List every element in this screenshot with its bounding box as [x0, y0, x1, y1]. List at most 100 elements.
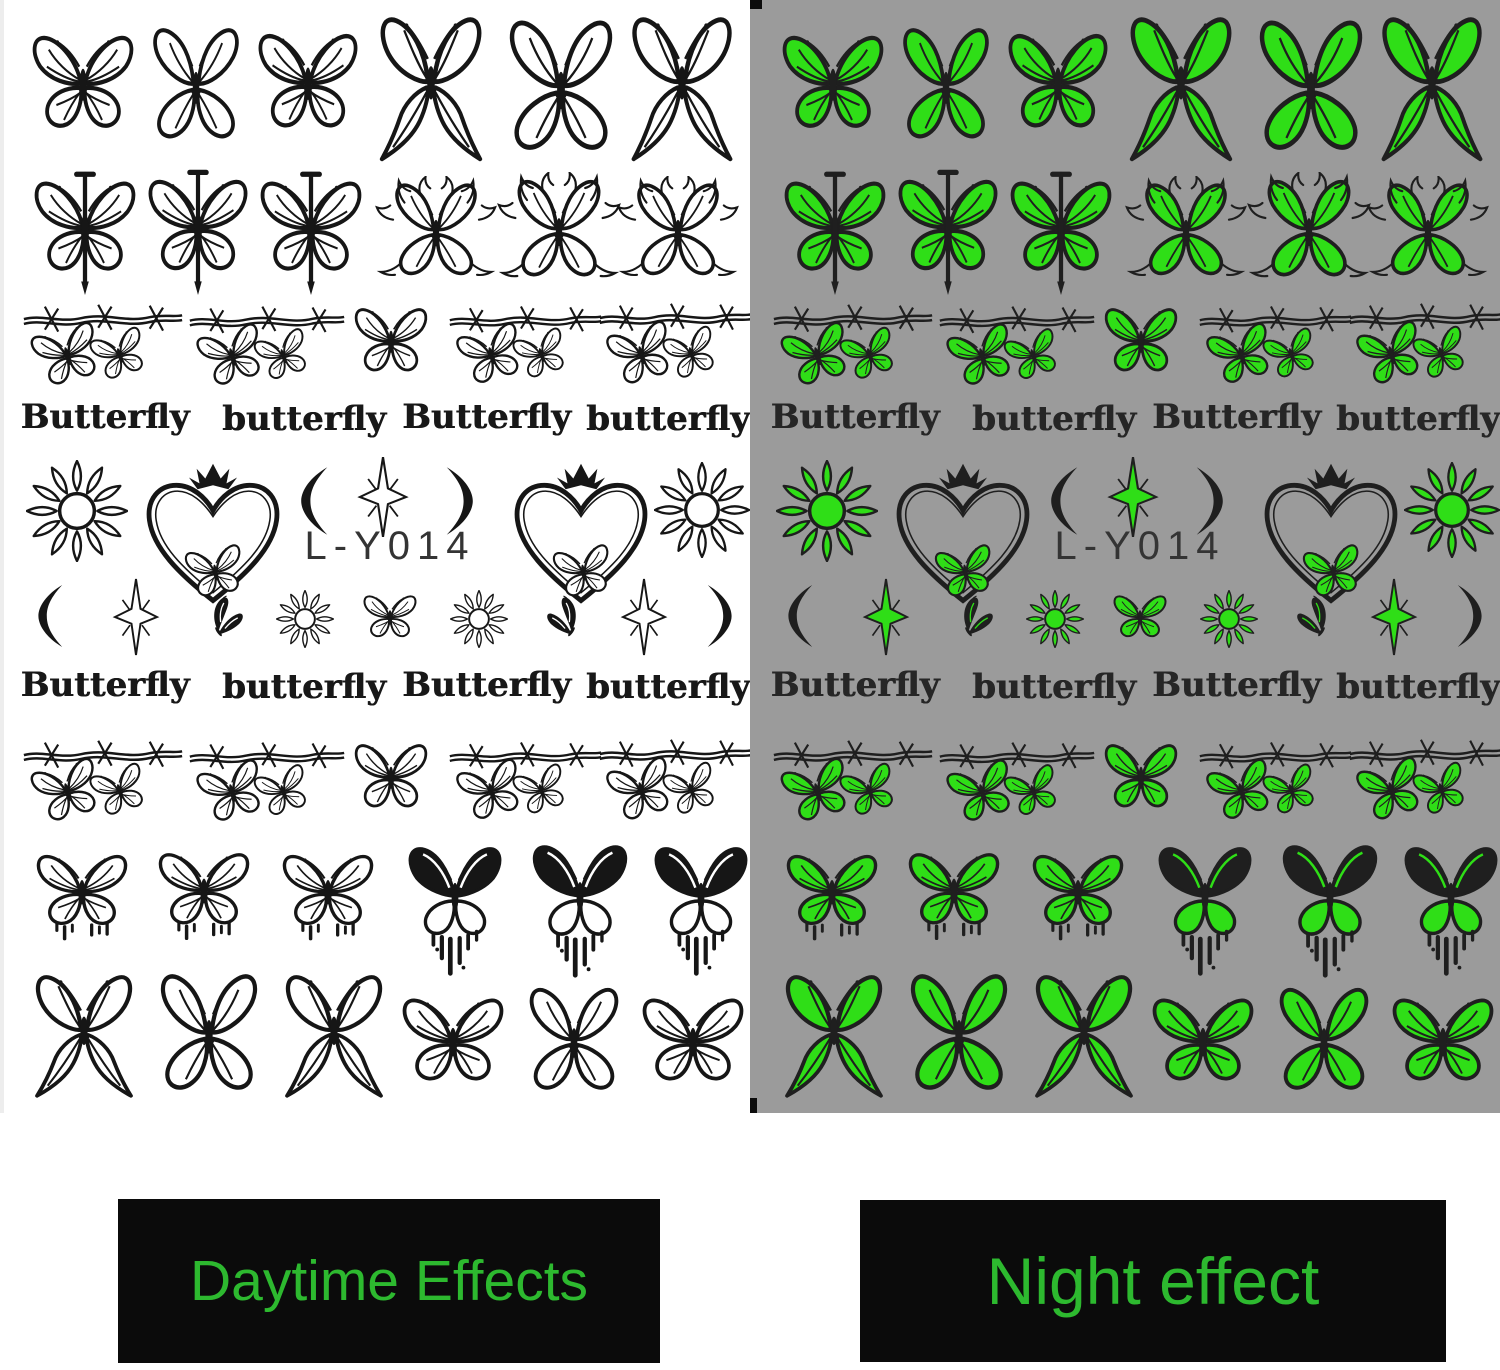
sparkle-star-sticker — [614, 576, 674, 658]
sun-sticker — [654, 462, 750, 558]
butterfly-word: Butterfly — [770, 665, 940, 705]
sticker-sheet-daytime: Butterfly butterfly Butterfly butterfly … — [0, 0, 750, 1113]
butterfly-sticker — [140, 26, 252, 154]
drip-butterfly-sticker — [146, 844, 262, 958]
crescent-moon-sticker — [780, 582, 822, 650]
drip-butterfly-sticker — [270, 846, 386, 958]
sticker-sheet-night: Butterfly butterfly Butterfly butterfly … — [750, 0, 1500, 1113]
butterfly-word: butterfly — [1336, 667, 1500, 707]
product-code: L-Y014 — [304, 524, 476, 568]
barbed-wire-butterflies-sticker — [22, 734, 184, 830]
flame-butterfly-sticker — [1124, 176, 1248, 290]
butterfly-sticker — [396, 988, 510, 1102]
product-code: L-Y014 — [1054, 524, 1226, 568]
barbed-wire-butterflies-sticker — [448, 736, 603, 828]
butterfly-word: butterfly — [586, 399, 750, 439]
barbed-wire-butterflies-sticker — [1348, 297, 1500, 393]
sparkle-star-sticker — [106, 576, 166, 658]
barbed-wire-butterflies-sticker — [188, 300, 346, 394]
butterfly-word: butterfly — [586, 667, 750, 707]
butterfly-word: Butterfly — [20, 665, 190, 705]
sun-sticker — [1404, 462, 1500, 558]
butterfly-word: Butterfly — [770, 397, 940, 437]
crescent-moon-sticker — [1448, 582, 1490, 650]
butterfly-sticker — [1110, 590, 1170, 648]
drip-butterfly-sticker — [24, 846, 140, 958]
barbed-wire-butterflies-sticker — [938, 300, 1096, 394]
dagger-butterfly-sticker — [778, 166, 892, 296]
butterfly-sticker — [146, 972, 272, 1106]
dark-drip-butterfly-sticker — [518, 840, 642, 982]
sparkle-star-sticker — [1364, 576, 1424, 658]
butterfly-word: Butterfly — [402, 397, 571, 437]
butterfly-sticker — [360, 590, 420, 648]
barbed-wire-butterflies-sticker — [772, 734, 934, 830]
butterfly-sticker — [1386, 988, 1500, 1102]
butterfly-sticker — [896, 972, 1022, 1106]
butterfly-word: butterfly — [1336, 399, 1500, 439]
dagger-butterfly-sticker — [142, 164, 254, 296]
daytime-effects-label: Daytime Effects — [118, 1199, 660, 1363]
swallowtail-butterfly-sticker — [616, 16, 748, 171]
drip-butterfly-sticker — [1020, 846, 1136, 958]
butterfly-word: Butterfly — [20, 397, 190, 437]
print-artifact — [750, 0, 762, 9]
flame-butterfly-sticker — [1246, 172, 1372, 292]
butterfly-word: Butterfly — [402, 665, 571, 705]
butterfly-sticker — [494, 18, 628, 168]
sun-sticker — [1026, 590, 1084, 648]
butterfly-sticker — [1100, 300, 1182, 388]
dark-drip-butterfly-sticker — [1144, 842, 1266, 980]
sun-sticker — [1200, 590, 1258, 648]
butterfly-sticker — [890, 26, 1002, 154]
crescent-moon-sticker — [698, 582, 740, 650]
butterfly-sticker — [776, 24, 890, 152]
butterfly-sticker — [252, 22, 364, 152]
dagger-butterfly-sticker — [254, 166, 368, 296]
sun-sticker — [26, 460, 128, 562]
flame-butterfly-sticker — [374, 176, 498, 290]
barbed-wire-butterflies-sticker — [1198, 300, 1353, 392]
butterfly-sticker — [1244, 18, 1378, 168]
drip-butterfly-sticker — [896, 844, 1012, 958]
dagger-butterfly-sticker — [1004, 166, 1118, 296]
swallowtail-butterfly-sticker — [1114, 16, 1248, 171]
sun-sticker — [276, 590, 334, 648]
butterfly-word: butterfly — [222, 399, 386, 439]
dagger-butterfly-sticker — [892, 164, 1004, 296]
daytime-effects-text: Daytime Effects — [189, 1249, 589, 1313]
butterfly-word: Butterfly — [1152, 397, 1321, 437]
flame-butterfly-sticker — [496, 172, 622, 292]
swallowtail-butterfly-sticker — [1366, 16, 1498, 171]
barbed-wire-butterflies-sticker — [22, 298, 184, 394]
dark-drip-butterfly-sticker — [640, 842, 762, 980]
sun-sticker — [450, 590, 508, 648]
side-butterfly-sticker — [532, 588, 596, 652]
side-butterfly-sticker — [944, 588, 1008, 652]
dagger-butterfly-sticker — [28, 166, 142, 296]
print-artifact — [750, 1098, 757, 1113]
night-effect-text: Night effect — [986, 1244, 1320, 1318]
butterfly-sticker — [1146, 988, 1260, 1102]
butterfly-word: Butterfly — [1152, 665, 1321, 705]
barbed-wire-butterflies-sticker — [1348, 733, 1500, 829]
dark-drip-butterfly-sticker — [1390, 842, 1500, 980]
flame-butterfly-sticker — [1366, 176, 1490, 290]
swallowtail-butterfly-sticker — [270, 974, 398, 1106]
butterfly-word: butterfly — [222, 667, 386, 707]
barbed-wire-butterflies-sticker — [188, 736, 346, 830]
dark-drip-butterfly-sticker — [1268, 840, 1392, 982]
butterfly-sticker — [350, 300, 432, 388]
butterfly-sticker — [636, 988, 750, 1102]
butterfly-sticker — [1100, 736, 1182, 824]
barbed-wire-butterflies-sticker — [772, 298, 934, 394]
butterfly-sticker — [350, 736, 432, 824]
butterfly-sticker — [1266, 986, 1382, 1104]
side-butterfly-sticker — [1282, 588, 1346, 652]
swallowtail-butterfly-sticker — [770, 974, 898, 1106]
drip-butterfly-sticker — [774, 846, 890, 958]
butterfly-sticker — [26, 24, 140, 152]
barbed-wire-butterflies-sticker — [598, 733, 753, 829]
sun-sticker — [776, 460, 878, 562]
